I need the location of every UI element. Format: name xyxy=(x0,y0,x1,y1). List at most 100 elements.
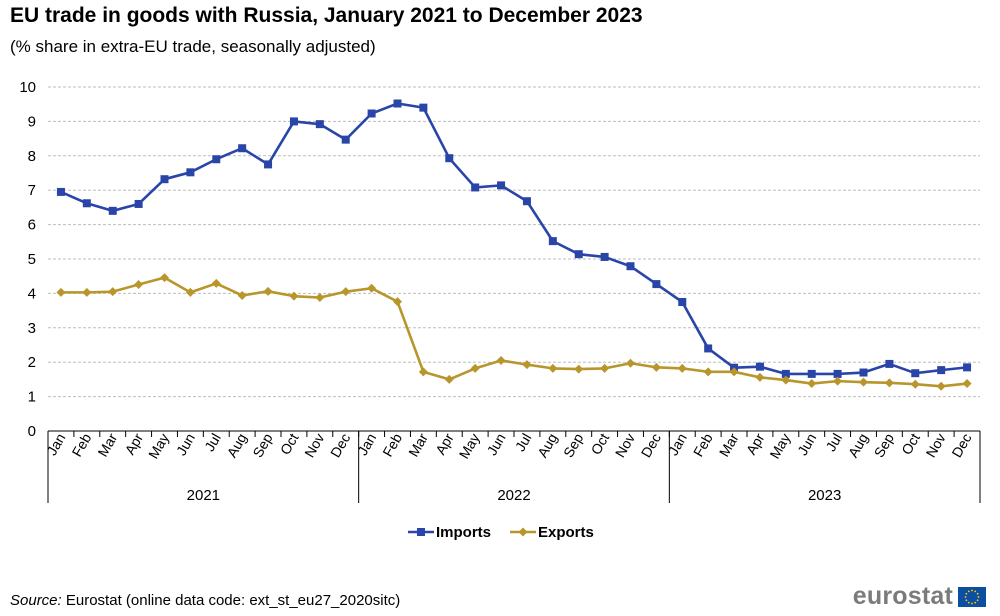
flag-star xyxy=(965,592,968,595)
flag-star xyxy=(974,589,977,592)
data-point-imports xyxy=(341,135,350,144)
data-point-imports xyxy=(445,154,454,163)
chart-title: EU trade in goods with Russia, January 2… xyxy=(10,4,643,27)
data-point-imports xyxy=(212,155,221,164)
data-point-exports xyxy=(677,363,687,373)
flag-star xyxy=(967,601,970,604)
eu-flag-icon xyxy=(958,586,986,607)
x-tick-label: Jun xyxy=(484,431,509,459)
x-tick-label: Jan xyxy=(665,431,690,459)
flag-star xyxy=(965,598,968,601)
x-tick-label: Jan xyxy=(354,431,379,459)
data-point-exports xyxy=(211,278,221,288)
data-point-exports xyxy=(936,381,946,391)
x-tick-label: Jun xyxy=(794,431,819,459)
data-point-exports xyxy=(807,379,817,389)
flag-star xyxy=(977,595,980,598)
y-tick-label: 3 xyxy=(28,320,36,337)
data-point-imports xyxy=(186,168,195,177)
x-tick-label: Mar xyxy=(94,430,120,459)
data-point-imports xyxy=(885,359,894,368)
x-tick-label: Dec xyxy=(327,431,353,461)
data-point-exports xyxy=(781,375,791,385)
data-point-imports xyxy=(911,369,920,378)
data-point-exports xyxy=(341,287,351,297)
x-tick-label: Jul xyxy=(512,431,535,455)
x-tick-label: Aug xyxy=(534,431,560,461)
y-tick-label: 9 xyxy=(28,113,36,130)
y-tick-label: 1 xyxy=(28,389,36,406)
data-point-imports xyxy=(807,369,816,378)
data-point-imports xyxy=(56,187,65,196)
data-point-exports xyxy=(729,367,739,377)
legend-label-imports: Imports xyxy=(436,524,491,541)
x-tick-label: May xyxy=(766,431,793,462)
data-point-exports xyxy=(600,363,610,373)
flag-star xyxy=(974,601,977,604)
x-tick-label: Dec xyxy=(638,431,664,461)
data-point-imports xyxy=(393,99,402,108)
data-point-imports xyxy=(238,144,247,153)
data-point-imports xyxy=(755,362,764,371)
data-point-exports xyxy=(263,286,273,296)
data-point-imports xyxy=(264,160,273,169)
data-point-imports xyxy=(548,237,557,246)
x-tick-label: Feb xyxy=(379,430,405,459)
x-tick-label: Nov xyxy=(612,431,638,461)
year-label: 2022 xyxy=(497,487,530,504)
data-point-exports xyxy=(626,358,635,368)
source-text: Eurostat (online data code: ext_st_eu27_… xyxy=(61,592,401,609)
data-point-imports xyxy=(497,181,506,190)
data-point-imports xyxy=(471,183,480,192)
data-point-imports xyxy=(522,197,531,206)
series-line-exports xyxy=(60,276,968,388)
data-point-imports xyxy=(600,252,609,261)
data-point-imports xyxy=(781,369,790,378)
year-label: 2023 xyxy=(808,487,841,504)
year-label: 2021 xyxy=(187,487,220,504)
data-point-exports xyxy=(962,379,972,389)
source-label: Source: xyxy=(10,592,62,609)
x-tick-label: Jan xyxy=(43,431,68,459)
x-tick-label: Sep xyxy=(560,430,586,460)
x-tick-label: Nov xyxy=(301,431,327,461)
data-point-imports xyxy=(704,344,713,353)
data-point-exports xyxy=(418,367,428,377)
x-tick-label: Aug xyxy=(223,431,249,461)
data-point-exports xyxy=(108,287,118,297)
y-tick-label: 8 xyxy=(28,148,36,165)
data-point-imports xyxy=(367,109,376,118)
x-tick-label: May xyxy=(456,431,483,462)
data-point-imports xyxy=(289,117,298,126)
data-point-exports xyxy=(289,291,299,301)
x-tick-label: Nov xyxy=(922,431,948,461)
legend-marker-exports xyxy=(518,527,528,537)
data-point-exports xyxy=(833,376,843,386)
data-point-exports xyxy=(134,279,144,289)
y-tick-label: 5 xyxy=(28,251,36,268)
data-point-exports xyxy=(703,367,713,377)
data-point-exports xyxy=(884,378,894,388)
x-tick-label: Sep xyxy=(871,430,897,460)
flag-star xyxy=(976,592,979,595)
data-point-exports xyxy=(574,364,584,374)
legend-marker-imports xyxy=(417,528,425,536)
x-tick-label: Jul xyxy=(822,431,845,455)
flag-star xyxy=(976,598,979,601)
y-tick-label: 4 xyxy=(28,285,36,302)
legend-label-exports: Exports xyxy=(538,524,594,541)
y-tick-label: 2 xyxy=(28,354,36,371)
data-point-exports xyxy=(315,293,325,303)
data-point-exports xyxy=(393,297,402,307)
data-point-exports xyxy=(548,363,558,373)
flag-star xyxy=(971,602,973,604)
data-point-imports xyxy=(134,199,143,208)
data-point-imports xyxy=(652,280,661,289)
data-point-exports xyxy=(755,372,765,382)
y-tick-label: 6 xyxy=(28,217,36,234)
data-point-exports xyxy=(82,287,92,297)
data-point-exports xyxy=(496,355,506,365)
x-tick-label: Feb xyxy=(69,430,95,459)
data-point-exports xyxy=(859,377,868,387)
data-point-exports xyxy=(444,374,454,384)
